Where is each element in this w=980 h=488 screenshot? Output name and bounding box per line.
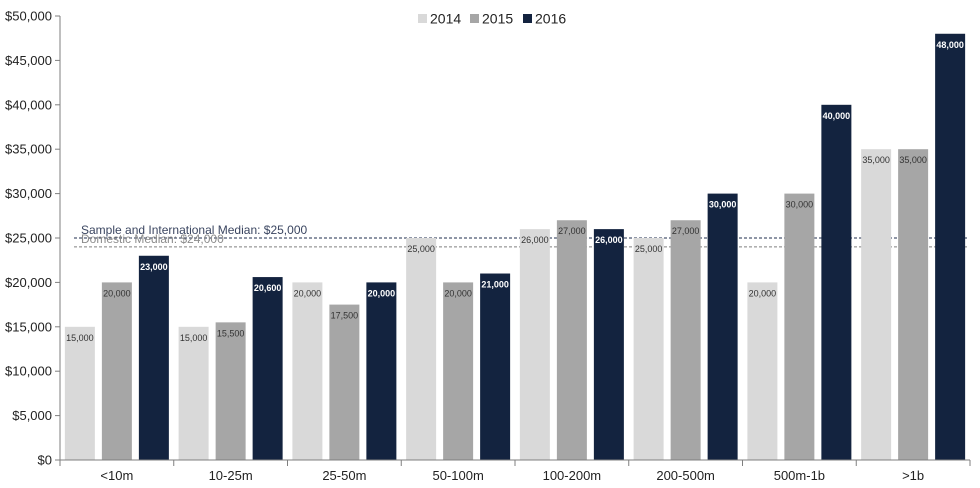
- bar-data-label: 25,000: [635, 244, 663, 254]
- legend-item: 2016: [523, 11, 566, 27]
- y-tick-label: $5,000: [12, 408, 52, 423]
- bar-data-label: 30,000: [709, 200, 737, 210]
- x-tick-label: 100-200m: [543, 468, 602, 483]
- legend-item: 2015: [470, 11, 513, 27]
- y-tick-label: $20,000: [5, 275, 52, 290]
- bar-2015: [329, 304, 360, 460]
- bar-data-label: 20,000: [368, 288, 396, 298]
- bar-data-label: 17,500: [331, 311, 359, 321]
- bar-2014: [64, 326, 95, 460]
- bar-2015: [556, 220, 587, 460]
- x-tick-label: 200-500m: [656, 468, 715, 483]
- bar-2015: [784, 193, 815, 460]
- x-tick-label: 50-100m: [432, 468, 483, 483]
- y-tick-label: $45,000: [5, 53, 52, 68]
- reference-line-label: Sample and International Median: $25,000: [81, 223, 307, 237]
- bar-data-label: 35,000: [899, 155, 927, 165]
- bar-data-label: 25,000: [407, 244, 435, 254]
- reference-line-label: Domestic Median: $24,000: [81, 232, 224, 246]
- x-tick-label: >1b: [902, 468, 924, 483]
- legend-label: 2015: [482, 11, 513, 27]
- y-tick-label: $10,000: [5, 364, 52, 379]
- legend-item: 2014: [418, 11, 461, 27]
- bar-2016: [480, 273, 511, 460]
- y-tick-label: $15,000: [5, 319, 52, 334]
- y-tick-label: $0: [38, 453, 52, 468]
- bar-2016: [366, 282, 397, 460]
- y-tick-label: $40,000: [5, 97, 52, 112]
- bar-data-label: 15,000: [180, 333, 208, 343]
- bar-2015: [898, 149, 929, 460]
- bar-data-label: 26,000: [595, 235, 623, 245]
- bar-data-label: 26,000: [521, 235, 549, 245]
- bar-2014: [747, 282, 778, 460]
- legend-label: 2014: [430, 11, 461, 27]
- y-axis: $0 $5,000 $10,000 $15,000 $20,000 $25,000 $30,…: [5, 9, 61, 468]
- bar-2014: [861, 149, 892, 460]
- bar-2015: [670, 220, 701, 460]
- x-tick-label: 10-25m: [209, 468, 253, 483]
- bar-data-label: 21,000: [481, 280, 509, 290]
- legend-label: 2016: [535, 11, 566, 27]
- bar-data-label: 27,000: [558, 226, 586, 236]
- legend-swatch: [523, 14, 532, 23]
- y-tick-label: $50,000: [5, 9, 52, 24]
- bar-data-label: 48,000: [936, 40, 964, 50]
- bar-2015: [215, 322, 246, 460]
- bar-2014: [178, 326, 209, 460]
- bar-data-label: 20,000: [103, 288, 131, 298]
- bar-2014: [519, 229, 550, 460]
- bar-2015: [101, 282, 132, 460]
- bar-data-label: 30,000: [786, 200, 814, 210]
- legend-swatch: [418, 14, 427, 23]
- bar-2015: [443, 282, 474, 460]
- x-axis: <10m 10-25m 25-50m 50-100m 100-200m 200-500m 5…: [59, 459, 971, 483]
- bar-2016: [821, 104, 852, 461]
- bar-2016: [707, 193, 738, 460]
- x-tick-label: <10m: [100, 468, 133, 483]
- bar-2014: [633, 238, 664, 460]
- bar-data-label: 35,000: [862, 155, 890, 165]
- bar-data-label: 20,000: [444, 288, 472, 298]
- bar-data-label: 27,000: [672, 226, 700, 236]
- x-tick-label: 25-50m: [322, 468, 366, 483]
- bar-data-label: 23,000: [140, 262, 168, 272]
- bar-2016: [593, 229, 624, 460]
- y-tick-label: $25,000: [5, 231, 52, 246]
- bar-2016: [935, 33, 966, 460]
- y-tick-label: $30,000: [5, 186, 52, 201]
- x-tick-label: 500m-1b: [774, 468, 825, 483]
- bars: 15,000 20,000 23,000 15,000 15,500 20,600 20,0…: [64, 33, 966, 461]
- bar-data-label: 20,000: [294, 288, 322, 298]
- bar-2016: [252, 277, 283, 460]
- bar-data-label: 20,000: [749, 288, 777, 298]
- bar-2016: [138, 255, 169, 460]
- legend-swatch: [470, 14, 479, 23]
- y-tick-label: $35,000: [5, 142, 52, 157]
- bar-2014: [292, 282, 323, 460]
- bar-2014: [406, 238, 437, 460]
- bar-data-label: 15,500: [217, 328, 245, 338]
- bar-data-label: 40,000: [823, 111, 851, 121]
- bar-data-label: 20,600: [254, 283, 282, 293]
- bar-data-label: 15,000: [66, 333, 94, 343]
- legend: 2014 2015 2016: [418, 11, 566, 27]
